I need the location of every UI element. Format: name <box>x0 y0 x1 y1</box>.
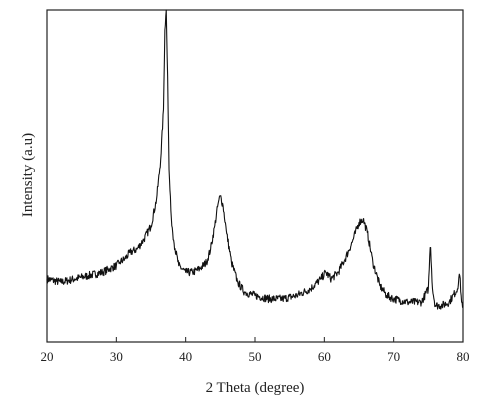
x-tick-label: 50 <box>249 349 262 364</box>
x-axis-ticks: 20 30 40 50 60 70 80 <box>41 337 470 364</box>
plot-frame <box>46 9 464 343</box>
series-line <box>46 9 464 310</box>
x-tick-label: 40 <box>179 349 192 364</box>
x-axis-label: 2 Theta (degree) <box>206 380 305 396</box>
y-axis-label: Intensity (a.u) <box>20 133 36 217</box>
x-tick-label: 20 <box>41 349 54 364</box>
x-tick-label: 70 <box>387 349 400 364</box>
x-tick-label: 80 <box>457 349 470 364</box>
x-tick-label: 30 <box>110 349 123 364</box>
x-tick-label: 60 <box>318 349 331 364</box>
